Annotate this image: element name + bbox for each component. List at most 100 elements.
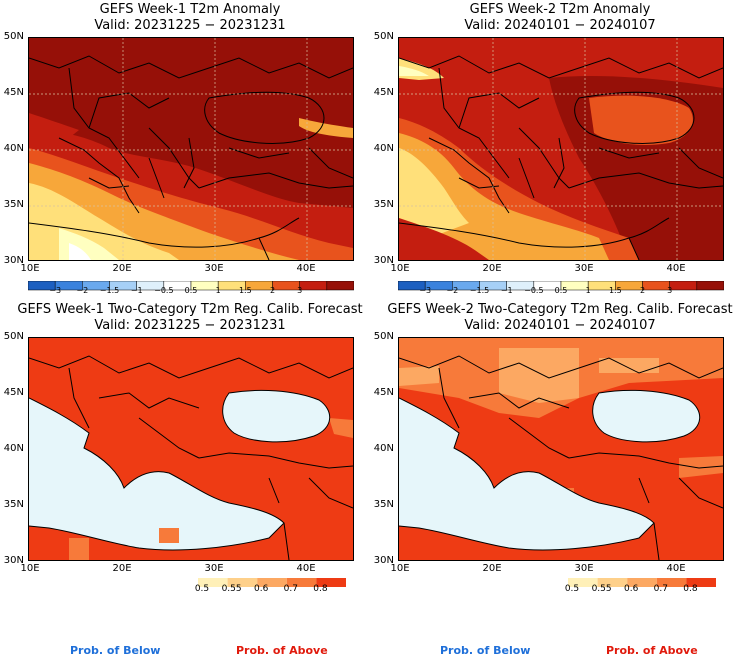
- anomaly-map-graphic: [399, 38, 723, 260]
- colorbar-tick-label: 0.7: [283, 584, 298, 594]
- lon-label: 10E: [390, 563, 410, 574]
- anomaly-colorbar: −3 −2 −1.5 −1 −0.5 0.5 1 1.5 2 3: [397, 276, 725, 296]
- lat-label: 40N: [3, 443, 24, 454]
- lat-label: 45N: [373, 87, 394, 98]
- lat-label: 50N: [3, 31, 24, 42]
- colorbar-tick-label: 0.8: [313, 584, 328, 594]
- prob-below-label-right: Prob. of Below: [440, 644, 531, 657]
- colorbar-tick-label: −2: [446, 286, 459, 295]
- probability-colorbar-swatches: [198, 578, 346, 587]
- lat-label: 30N: [3, 555, 24, 566]
- probability-map-graphic: [29, 338, 353, 560]
- anomaly-map: [28, 37, 354, 261]
- lon-label: 20E: [112, 263, 132, 274]
- colorbar-swatch: [568, 578, 598, 587]
- lon-label: 30E: [574, 563, 594, 574]
- lon-label: 20E: [112, 563, 132, 574]
- colorbar-tick-label: −1.5: [99, 286, 120, 295]
- colorbar-tick-label: 0.55: [221, 584, 242, 594]
- lat-label: 50N: [373, 31, 394, 42]
- anomaly-map: [398, 37, 724, 261]
- probability-colorbar-swatches: [568, 578, 716, 587]
- colorbar-swatch: [669, 280, 698, 291]
- lon-label: 10E: [390, 263, 410, 274]
- colorbar-tick-label: 2: [269, 286, 276, 295]
- lon-label: 30E: [574, 263, 594, 274]
- colorbar-tick-label: 0.8: [683, 584, 698, 594]
- anomaly-colorbar-swatches: [27, 280, 355, 291]
- title-line-2: Valid: 20240101 − 20240107: [464, 318, 656, 333]
- colorbar-swatch: [696, 280, 725, 291]
- lat-label: 35N: [3, 499, 24, 510]
- probability-map: [398, 337, 724, 561]
- colorbar-swatch: [656, 578, 687, 587]
- lat-label: 50N: [373, 331, 394, 342]
- colorbar-tick-label: −1: [500, 286, 513, 295]
- panel-title: GEFS Week-2 Two-Category T2m Reg. Calib.…: [380, 302, 740, 334]
- lat-label: 40N: [373, 443, 394, 454]
- panel-week1-probability: GEFS Week-1 Two-Category T2m Reg. Calib.…: [0, 300, 370, 600]
- probability-map: [28, 337, 354, 561]
- lat-label: 40N: [3, 143, 24, 154]
- colorbar-tick-label: −0.5: [524, 286, 544, 295]
- colorbar-swatch: [227, 578, 258, 587]
- colorbar-swatch: [326, 280, 355, 291]
- lat-label: 30N: [373, 555, 394, 566]
- colorbar-swatch: [198, 578, 228, 587]
- lat-label: 30N: [373, 255, 394, 266]
- colorbar-tick-label: 2: [639, 286, 646, 295]
- probability-colorbar: 0.5 0.55 0.6 0.7 0.8: [195, 573, 346, 595]
- colorbar-tick-label: −3: [419, 286, 432, 295]
- panel-week2-anomaly: GEFS Week-2 T2m Anomaly Valid: 20240101 …: [370, 0, 740, 300]
- lon-label: 40E: [666, 263, 686, 274]
- colorbar-tick-label: −0.5: [154, 286, 174, 295]
- colorbar-tick-label: −1: [130, 286, 143, 295]
- colorbar-tick-label: 1: [585, 286, 591, 295]
- colorbar-tick-label: 0.5: [184, 286, 198, 295]
- panel-week1-anomaly: GEFS Week-1 T2m Anomaly Valid: 20231225 …: [0, 0, 370, 300]
- colorbar-swatch: [627, 578, 657, 587]
- panel-title: GEFS Week-2 T2m Anomaly Valid: 20240101 …: [380, 2, 740, 34]
- prob-below-label-left: Prob. of Below: [70, 644, 161, 657]
- colorbar-swatch: [257, 578, 287, 587]
- colorbar-tick-label: 3: [667, 286, 673, 295]
- colorbar-tick-label: 1.5: [238, 286, 252, 295]
- lat-label: 40N: [373, 143, 394, 154]
- panel-week2-probability: GEFS Week-2 Two-Category T2m Reg. Calib.…: [370, 300, 740, 600]
- lat-label: 45N: [373, 387, 394, 398]
- probability-colorbar: 0.5 0.55 0.6 0.7 0.8: [564, 573, 716, 595]
- colorbar-swatch: [299, 280, 328, 291]
- prob-above-label-right: Prob. of Above: [606, 644, 698, 657]
- colorbar-tick-label: 0.5: [564, 584, 580, 594]
- colorbar-swatch: [642, 280, 670, 291]
- lon-label: 40E: [296, 563, 316, 574]
- lon-label: 20E: [482, 563, 502, 574]
- lon-label: 30E: [204, 263, 224, 274]
- lat-label: 45N: [3, 387, 24, 398]
- lat-label: 35N: [3, 199, 24, 210]
- title-line-2: Valid: 20231225 − 20231231: [94, 318, 286, 333]
- lon-label: 40E: [666, 563, 686, 574]
- panel-title: GEFS Week-1 Two-Category T2m Reg. Calib.…: [10, 302, 370, 334]
- title-line-1: GEFS Week-1 T2m Anomaly: [99, 2, 281, 17]
- colorbar-tick-label: −2: [76, 286, 89, 295]
- anomaly-map-graphic: [29, 38, 353, 260]
- lat-label: 30N: [3, 255, 24, 266]
- colorbar-tick-label: 1: [215, 286, 221, 295]
- anomaly-colorbar: −3 −2 −1.5 −1 −0.5 0.5 1 1.5 2 3: [27, 276, 355, 296]
- probability-map-graphic: [399, 338, 723, 560]
- colorbar-swatch: [286, 578, 317, 587]
- colorbar-swatch: [272, 280, 300, 291]
- panel-title: GEFS Week-1 T2m Anomaly Valid: 20231225 …: [10, 2, 370, 34]
- lat-label: 50N: [3, 331, 24, 342]
- colorbar-tick-label: 0.5: [554, 286, 568, 295]
- colorbar-tick-label: 3: [297, 286, 303, 295]
- prob-above-label-left: Prob. of Above: [236, 644, 328, 657]
- colorbar-tick-label: 1.5: [608, 286, 622, 295]
- lat-label: 35N: [373, 499, 394, 510]
- lon-label: 10E: [20, 263, 40, 274]
- title-line-1: GEFS Week-2 T2m Anomaly: [469, 2, 651, 17]
- colorbar-swatch: [686, 578, 716, 587]
- lon-label: 20E: [482, 263, 502, 274]
- colorbar-tick-label: −1.5: [469, 286, 490, 295]
